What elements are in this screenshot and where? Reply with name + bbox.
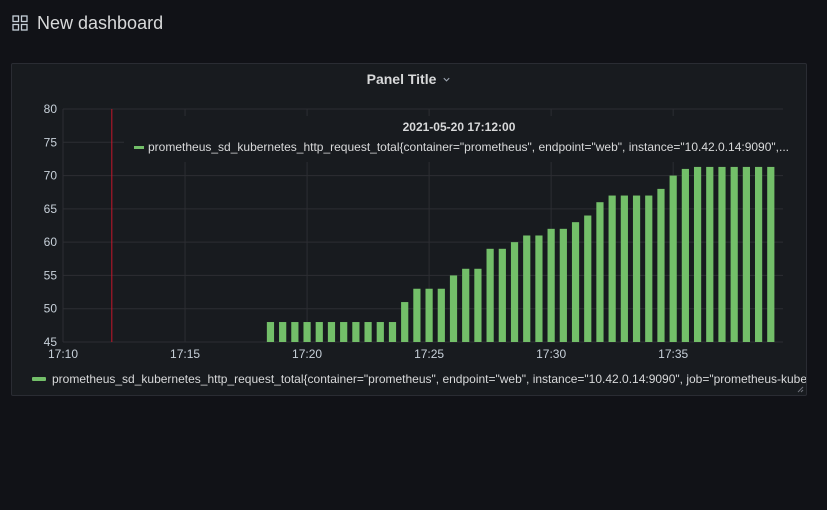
bar [291, 322, 299, 342]
y-tick-label: 55 [44, 268, 58, 282]
bar [364, 322, 372, 342]
bar [620, 195, 628, 342]
hover-tooltip: 2021-05-20 17:12:00 prometheus_sd_kubern… [124, 116, 794, 162]
y-tick-label: 80 [44, 102, 58, 116]
bar [523, 235, 531, 342]
bar [706, 166, 714, 342]
legend: prometheus_sd_kubernetes_http_request_to… [32, 370, 806, 388]
bar [425, 288, 433, 342]
tooltip-series-color [134, 145, 144, 149]
bar [767, 166, 775, 342]
bar [437, 288, 445, 342]
bar [669, 175, 677, 342]
bar [754, 166, 763, 342]
graph-panel: 45 50 55 60 65 70 75 80 17:10 17:15 17:20 17:25 17:3… [11, 63, 807, 396]
y-tick-label: 45 [44, 335, 58, 349]
x-tick-label: 17:30 [536, 347, 566, 361]
bar [327, 322, 336, 342]
y-tick-label: 75 [44, 135, 58, 149]
tooltip-time: 2021-05-20 17:12:00 [402, 120, 516, 134]
tooltip-series-row: prometheus_sd_kubernetes_http_request_to… [134, 140, 790, 154]
dashboard-title[interactable]: New dashboard [37, 12, 164, 33]
bar [584, 215, 592, 342]
dashboard-header: New dashboard [12, 8, 163, 38]
legend-series-color[interactable] [32, 377, 46, 381]
x-tick-label: 17:35 [658, 347, 688, 361]
bar [352, 322, 360, 342]
x-tick-label: 17:25 [414, 347, 444, 361]
bar [510, 242, 519, 342]
bar [498, 248, 506, 342]
bar [462, 268, 470, 342]
bar [303, 322, 311, 342]
bar [266, 322, 275, 342]
bar [535, 235, 543, 342]
bar [279, 322, 287, 342]
bar [632, 195, 641, 342]
bar [571, 222, 580, 342]
dashboard-grid-icon [12, 15, 28, 31]
bar [315, 322, 323, 342]
bar [340, 322, 348, 342]
bar [608, 195, 616, 342]
bar [376, 322, 384, 342]
y-tick-label: 60 [44, 235, 58, 249]
bar [645, 195, 653, 342]
resize-handle-icon[interactable] [796, 385, 804, 393]
y-tick-label: 50 [44, 302, 58, 316]
y-tick-label: 65 [44, 202, 58, 216]
bar [401, 302, 409, 342]
bar [718, 166, 726, 342]
bar [547, 228, 555, 342]
y-tick-label: 70 [44, 169, 58, 183]
chevron-down-icon[interactable] [442, 75, 451, 84]
legend-series-label[interactable]: prometheus_sd_kubernetes_http_request_to… [52, 372, 806, 386]
bar [742, 166, 750, 342]
x-tick-label: 17:20 [292, 347, 322, 361]
bar [681, 168, 689, 342]
bar [559, 228, 567, 342]
bar [486, 248, 494, 342]
bar [474, 268, 482, 342]
time-series-chart[interactable]: 45 50 55 60 65 70 75 80 17:10 17:15 17:20 17:25 17:3… [12, 64, 808, 397]
bar [413, 288, 421, 342]
tooltip-series-label: prometheus_sd_kubernetes_http_request_to… [148, 140, 790, 154]
panel-title[interactable]: Panel Title [366, 71, 437, 87]
x-tick-label: 17:10 [48, 347, 78, 361]
panel-header[interactable]: Panel Title [12, 70, 806, 88]
x-tick-label: 17:15 [170, 347, 200, 361]
bar [657, 188, 665, 342]
bar [596, 202, 604, 342]
bar [693, 166, 702, 342]
bar [730, 166, 738, 342]
bar [388, 322, 397, 342]
bar [449, 275, 458, 342]
